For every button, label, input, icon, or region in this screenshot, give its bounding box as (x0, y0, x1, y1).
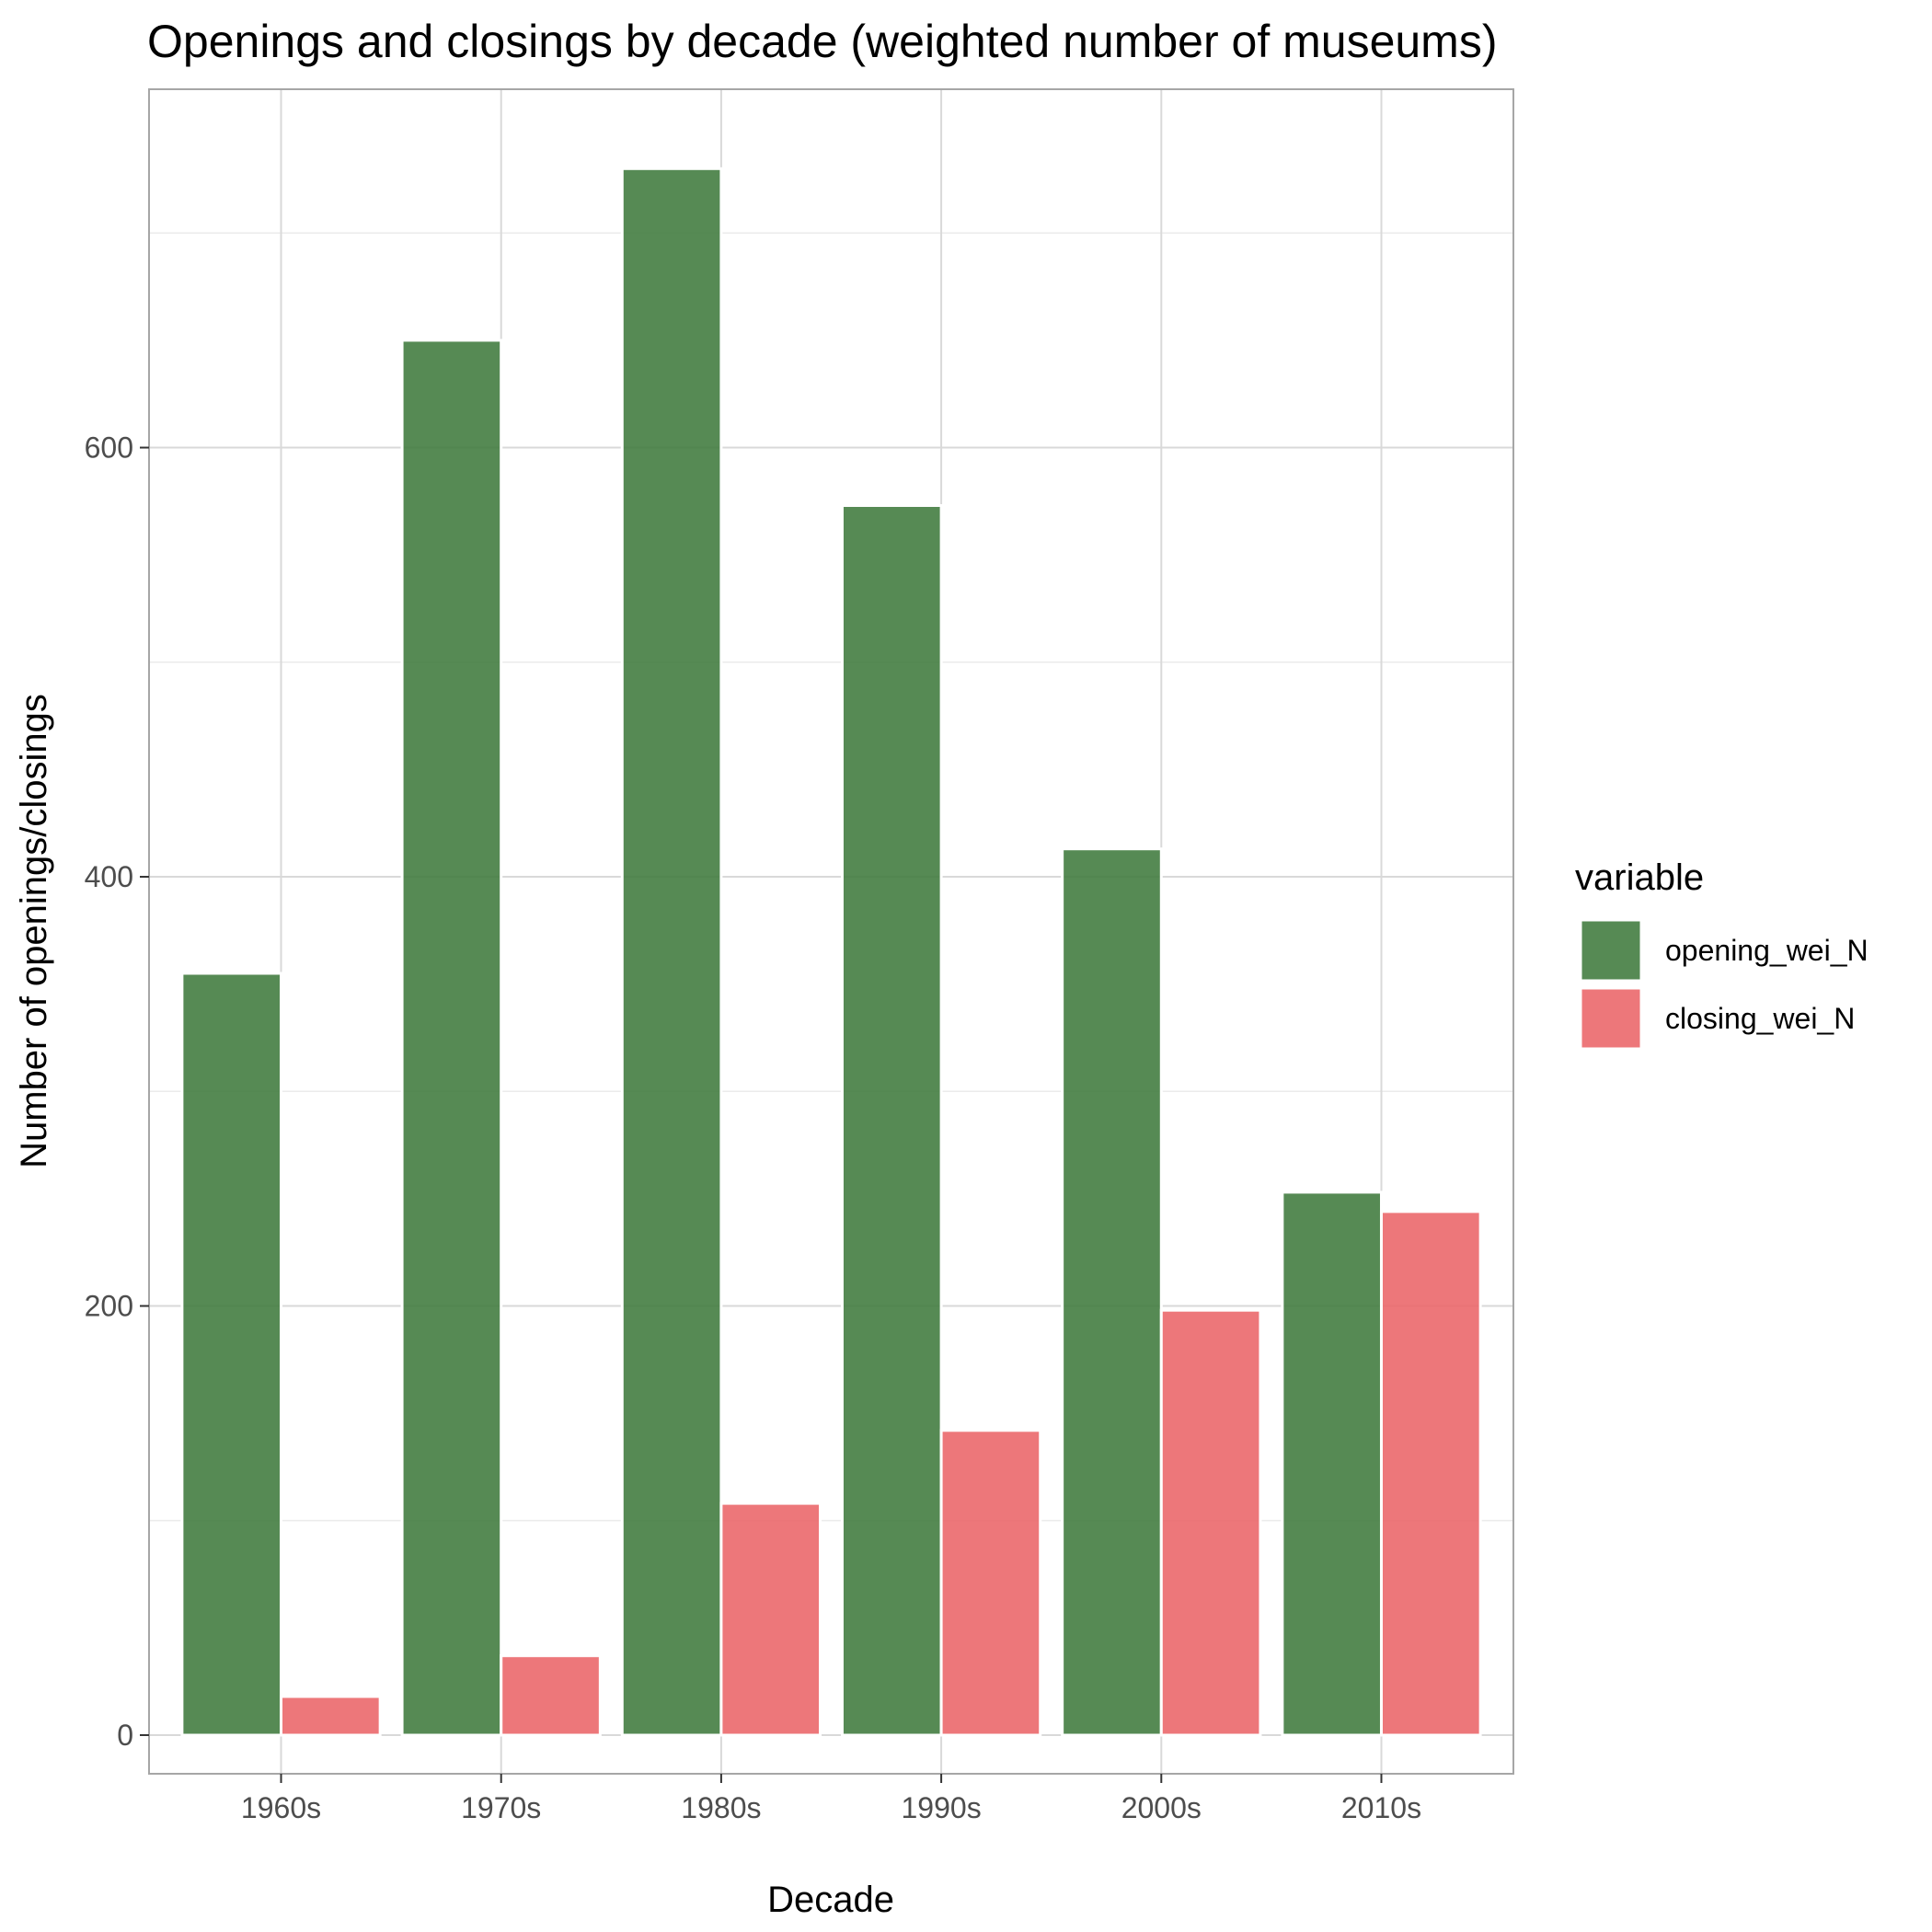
x-tick-label: 1990s (902, 1791, 982, 1824)
bar-opening_wei_N-1960s (180, 972, 283, 1737)
bars (180, 167, 1482, 1737)
plot-panel-border (148, 88, 1514, 1775)
bar-opening_wei_N-1990s (840, 504, 943, 1737)
bar-closing_wei_N-1990s (939, 1429, 1042, 1737)
bar-closing_wei_N-1980s (719, 1501, 822, 1737)
legend-label-closing_wei_N: closing_wei_N (1665, 1002, 1855, 1035)
x-axis-title: Decade (767, 1880, 894, 1920)
legend-key-opening_wei_N (1579, 918, 1643, 983)
bar-closing_wei_N-1970s (500, 1654, 602, 1737)
bar-opening_wei_N-2010s (1281, 1190, 1383, 1737)
x-tick-label: 1980s (681, 1791, 761, 1824)
bar-opening_wei_N-1980s (620, 167, 723, 1737)
y-tick-label: 400 (85, 860, 133, 893)
legend: variable opening_wei_N closing_wei_N (1575, 857, 1869, 1051)
bar-closing_wei_N-2000s (1159, 1308, 1262, 1737)
x-tick-label: 2000s (1121, 1791, 1202, 1824)
y-tick-label: 600 (85, 431, 133, 465)
bar-opening_wei_N-2000s (1061, 847, 1163, 1737)
bar-closing_wei_N-1960s (280, 1695, 382, 1737)
bar-opening_wei_N-1970s (400, 339, 503, 1737)
bar-closing_wei_N-2010s (1379, 1210, 1482, 1737)
y-tick-label: 0 (117, 1719, 133, 1752)
x-tick-label: 1970s (461, 1791, 541, 1824)
legend-title: variable (1575, 857, 1704, 898)
x-axis-ticks: 1960s 1970s 1980s 1990s 2000s 2010s (241, 1774, 1421, 1824)
legend-key-closing_wei_N (1579, 986, 1643, 1051)
y-axis-title: Number of openings/closings (14, 694, 54, 1168)
x-tick-label: 1960s (241, 1791, 321, 1824)
y-axis-ticks: 0 200 400 600 (85, 431, 149, 1752)
y-tick-label: 200 (85, 1290, 133, 1323)
chart-title: Openings and closings by decade (weighte… (147, 16, 1497, 67)
x-tick-label: 2010s (1341, 1791, 1421, 1824)
legend-label-opening_wei_N: opening_wei_N (1665, 934, 1869, 967)
